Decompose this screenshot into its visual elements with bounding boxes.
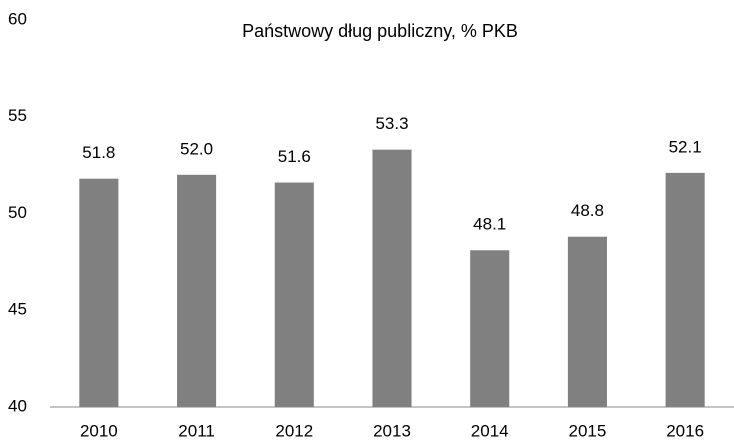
bar: [567, 236, 607, 407]
data-label: 52.0: [180, 139, 213, 158]
bar: [372, 149, 412, 407]
chart-title: Państwowy dług publiczny, % PKB: [242, 21, 518, 41]
bar: [79, 178, 119, 407]
bar: [274, 182, 314, 407]
x-tick-label: 2016: [666, 421, 704, 440]
x-tick-label: 2012: [275, 421, 313, 440]
x-tick-label: 2011: [178, 421, 215, 440]
data-label: 51.8: [82, 143, 115, 162]
data-label: 51.6: [278, 147, 311, 166]
y-tick-label: 55: [8, 106, 27, 125]
y-tick-label: 60: [8, 9, 27, 28]
data-label: 48.1: [473, 215, 506, 234]
x-tick-label: 2010: [80, 421, 118, 440]
bar: [470, 250, 510, 407]
data-label: 52.1: [669, 137, 702, 156]
x-tick-label: 2013: [373, 421, 411, 440]
y-tick-label: 40: [8, 396, 27, 415]
bar: [665, 172, 705, 407]
data-label: 53.3: [375, 114, 408, 133]
data-label: 48.8: [571, 201, 604, 220]
x-tick-label: 2015: [569, 421, 607, 440]
bar: [177, 174, 217, 407]
x-tick-label: 2014: [471, 421, 509, 440]
y-tick-label: 50: [8, 203, 27, 222]
y-tick-label: 45: [8, 300, 27, 319]
